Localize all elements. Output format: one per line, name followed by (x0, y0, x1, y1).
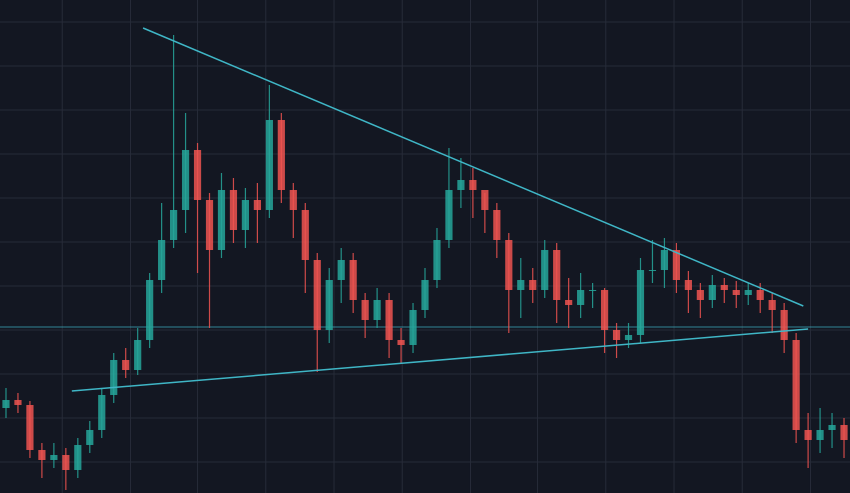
candle-body (529, 280, 537, 290)
candle-body (672, 250, 680, 280)
candle-body (421, 280, 429, 310)
candle-body (229, 190, 238, 230)
candle-body (589, 290, 597, 291)
candle-body (828, 425, 836, 430)
candle-body (553, 250, 561, 300)
candle-body (86, 430, 94, 445)
candle-body (193, 150, 202, 200)
candle-body (301, 210, 309, 260)
candle-body (469, 180, 477, 190)
candle-body (205, 200, 214, 250)
candle-body (74, 445, 82, 470)
candle-body (624, 335, 633, 340)
candle-body (62, 455, 70, 470)
candle-body (170, 210, 178, 240)
candle-body (732, 290, 740, 295)
candle-body (744, 290, 752, 295)
candle-body (768, 300, 776, 310)
candle-body (217, 190, 226, 250)
candle-body (38, 450, 46, 460)
candle-body (14, 400, 22, 405)
candle-body (433, 240, 441, 280)
candle-body (720, 285, 728, 290)
candle-body (397, 340, 405, 345)
candle-body (241, 200, 250, 230)
candle-body (636, 270, 645, 335)
candle-body (696, 290, 704, 300)
candle-body (445, 190, 453, 240)
candle-body (517, 280, 525, 290)
candle-body (660, 250, 669, 270)
candle-body (361, 300, 369, 320)
candle-body (792, 340, 800, 430)
candle-body (648, 270, 657, 271)
candle-body (277, 120, 285, 190)
candle-body (146, 280, 154, 340)
candle-body (780, 310, 788, 340)
candle-body (756, 290, 764, 300)
candle-body (349, 260, 357, 300)
candle-body (577, 290, 585, 305)
candle-body (493, 210, 501, 240)
candle-body (26, 405, 34, 450)
candle-body (289, 190, 297, 210)
candle-body (840, 425, 848, 440)
candle-body (565, 300, 573, 305)
candle-body (505, 240, 513, 290)
candle-body (409, 310, 417, 345)
candle-body (134, 340, 142, 370)
candle-body (325, 280, 333, 330)
candle-body (313, 260, 321, 330)
candle-body (600, 290, 609, 330)
candle-body (98, 395, 106, 430)
trend-line (142, 27, 804, 307)
candle-body (373, 300, 381, 320)
candle-body (385, 300, 393, 340)
candle-body (2, 400, 10, 408)
candle-body (708, 285, 716, 300)
trend-line (71, 328, 809, 392)
candle-body (253, 200, 261, 210)
candle-body (50, 455, 58, 460)
candle-body (457, 180, 465, 190)
candle-body (612, 330, 621, 340)
candle-body (816, 430, 824, 440)
candle-body (481, 190, 489, 210)
candle-body (122, 360, 130, 370)
candle-body (804, 430, 812, 440)
candle-body (541, 250, 549, 290)
candle-body (684, 280, 692, 290)
candle-body (337, 260, 345, 280)
candle-body (158, 240, 166, 280)
candle-body (181, 150, 190, 210)
candle-body (265, 120, 273, 210)
candle-body (110, 360, 118, 395)
